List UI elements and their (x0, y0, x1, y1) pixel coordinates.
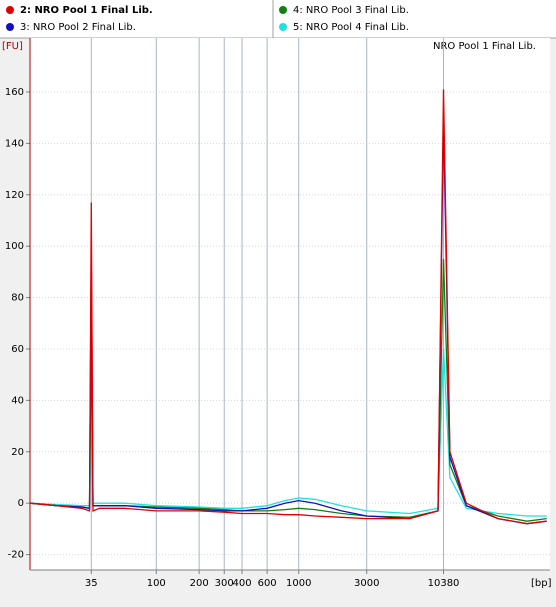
y-tick-label: 160 (5, 87, 24, 98)
legend-marker (6, 23, 14, 31)
series-line (29, 89, 547, 525)
x-axis-label: [bp] (531, 578, 552, 589)
x-tick-label: 600 (258, 578, 277, 589)
legend-panel (0, 0, 556, 38)
plot-area (30, 38, 550, 570)
x-tick-label: 1000 (286, 578, 311, 589)
legend-marker (279, 6, 287, 14)
x-tick-label: 35 (85, 578, 98, 589)
y-axis-label: [FU] (2, 41, 23, 52)
x-tick-label: 200 (190, 578, 209, 589)
y-tick-label: -20 (8, 550, 24, 561)
y-tick-label: 0 (18, 498, 24, 509)
series-line (29, 348, 547, 517)
x-tick-label: 10380 (428, 578, 460, 589)
y-tick-label: 20 (11, 447, 24, 458)
y-tick-label: 80 (11, 293, 24, 304)
x-tick-label: 400 (232, 578, 251, 589)
legend-label: 5: NRO Pool 4 Final Lib. (293, 22, 409, 33)
x-tick-label: 100 (147, 578, 166, 589)
legend-marker (279, 23, 287, 31)
legend-label: 4: NRO Pool 3 Final Lib. (293, 5, 409, 16)
legend-label: 2: NRO Pool 1 Final Lib. (20, 5, 153, 16)
legend-marker (6, 6, 14, 14)
x-tick-label: 300 (215, 578, 234, 589)
y-tick-label: 40 (11, 395, 24, 406)
y-tick-label: 120 (5, 190, 24, 201)
y-tick-label: 60 (11, 344, 24, 355)
legend-label: 3: NRO Pool 2 Final Lib. (20, 22, 136, 33)
chart-title: NRO Pool 1 Final Lib. (433, 41, 536, 52)
y-tick-label: 100 (5, 241, 24, 252)
x-tick-label: 3000 (354, 578, 379, 589)
y-tick-label: 140 (5, 138, 24, 149)
